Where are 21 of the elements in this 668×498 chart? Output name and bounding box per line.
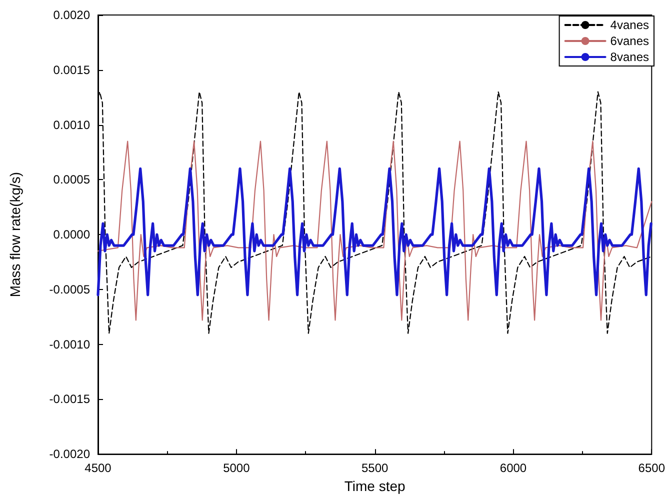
y-tick-label: -0.0010	[49, 337, 90, 352]
x-axis-title: Time step	[344, 478, 406, 494]
x-tick-label: 5000	[223, 461, 250, 476]
x-tick-label: 6500	[638, 461, 666, 476]
y-tick-label: 0.0015	[53, 62, 90, 77]
x-tick-label: 5500	[361, 461, 388, 476]
legend-label: 4vanes	[610, 18, 650, 32]
legend-label: 8vanes	[610, 50, 650, 64]
y-tick-label: 0.0000	[53, 228, 90, 242]
x-tick-label: 4500	[84, 461, 112, 476]
legend-label: 6vanes	[610, 34, 650, 48]
y-tick-label: 0.0020	[53, 8, 90, 22]
y-tick-label: 0.0005	[53, 172, 90, 187]
y-tick-label: -0.0020	[49, 447, 90, 462]
line-series	[96, 167, 652, 296]
y-tick-label: -0.0005	[49, 282, 90, 296]
line-series	[97, 140, 652, 321]
y-tick-label: -0.0015	[49, 392, 90, 406]
x-tick-label: 6000	[500, 461, 527, 476]
y-axis-title: Mass flow rate(kg/s)	[7, 172, 23, 298]
y-tick-label: 0.0010	[53, 118, 90, 132]
